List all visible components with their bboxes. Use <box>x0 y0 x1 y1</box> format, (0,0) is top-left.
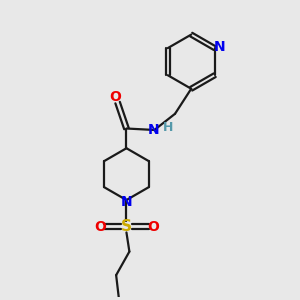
Text: H: H <box>164 121 174 134</box>
Text: O: O <box>109 90 121 104</box>
Text: S: S <box>121 219 132 234</box>
Text: O: O <box>94 220 106 234</box>
Text: N: N <box>214 40 226 54</box>
Text: O: O <box>147 220 159 234</box>
Text: N: N <box>121 194 132 208</box>
Text: N: N <box>148 123 159 137</box>
